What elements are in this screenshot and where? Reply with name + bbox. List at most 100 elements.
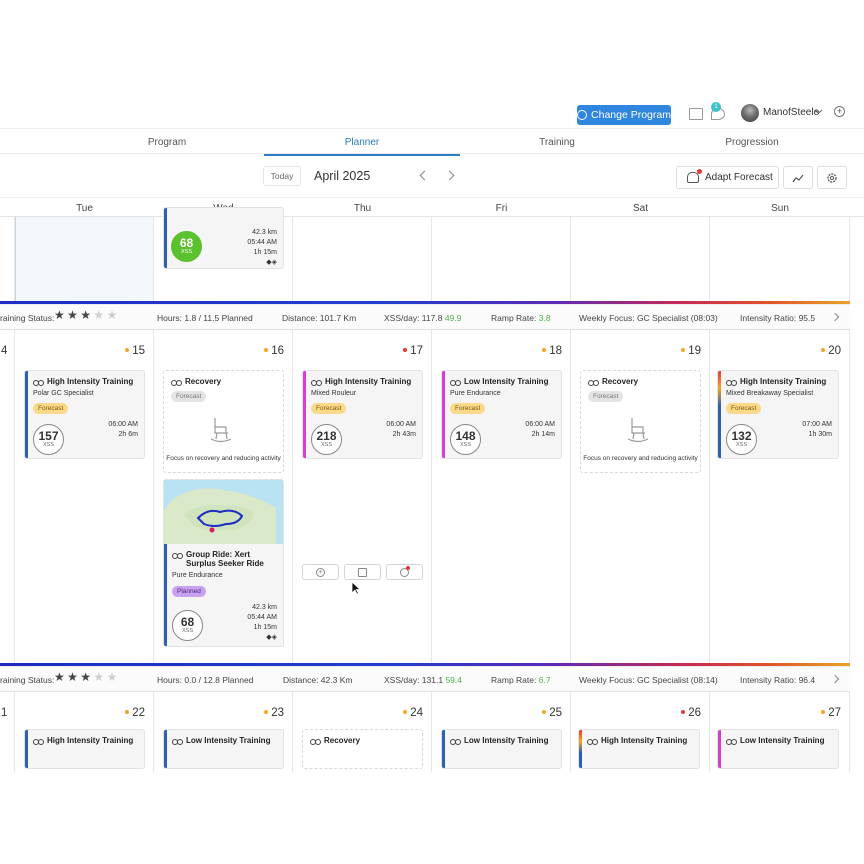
chevron-right-icon[interactable]: [444, 170, 455, 181]
week-status-bar[interactable]: raining Status: ★ ★ ★ ★ ★ Hours: 1.8 / 1…: [0, 304, 850, 330]
recovery-title: Recovery: [171, 377, 221, 386]
day-cell-wed[interactable]: 23 Low Intensity Training: [154, 692, 293, 772]
forecast-badge: Forecast: [33, 403, 69, 414]
day-cell-fri[interactable]: [432, 217, 571, 301]
tab-planner[interactable]: Planner: [264, 129, 460, 156]
workout-card[interactable]: High Intensity Training: [24, 729, 145, 769]
day-cell-thu[interactable]: 17 High Intensity Training Mixed Rouleur…: [293, 330, 432, 663]
xss-badge: 148 XSS: [450, 424, 481, 455]
day-cell-sat[interactable]: [571, 217, 710, 301]
workout-title: High Intensity Training: [33, 736, 133, 745]
workout-duration: 1h 30m: [808, 431, 832, 438]
workout-meta: 42.3 km 05:44 AM 1h 15m ◆◈: [247, 603, 277, 643]
adapt-forecast-button[interactable]: Adapt Forecast: [676, 166, 779, 189]
day-cell-tue[interactable]: [15, 217, 154, 301]
workout-subtitle: Mixed Breakaway Specialist: [726, 390, 814, 397]
add-workout-button[interactable]: +: [302, 564, 339, 580]
workout-card[interactable]: Low Intensity Training: [163, 729, 284, 769]
day-cell-fri[interactable]: 18 Low Intensity Training Pure Endurance…: [432, 330, 571, 663]
day-cell-tue[interactable]: 22 High Intensity Training: [15, 692, 154, 772]
day-cell-fri[interactable]: 25 Low Intensity Training: [432, 692, 571, 772]
day-cell-sat[interactable]: 19 Recovery Forecast Focus on recovery a…: [571, 330, 710, 663]
day-cell-tue[interactable]: 15 High Intensity Training Polar GC Spec…: [15, 330, 154, 663]
workout-subtitle: Mixed Rouleur: [311, 390, 357, 397]
day-cell-mon[interactable]: 1: [0, 692, 15, 772]
top-bar: Change Program 1 ManofSteele +: [0, 96, 864, 128]
workout-card[interactable]: High Intensity Training Mixed Rouleur Fo…: [302, 370, 423, 459]
day-cell-sat[interactable]: 26 High Intensity Training: [571, 692, 710, 772]
bike-icon: [33, 737, 44, 745]
weekly-focus: Weekly Focus: GC Specialist (08:14): [579, 675, 718, 685]
day-cell-sun[interactable]: 20 High Intensity Training Mixed Breakaw…: [710, 330, 850, 663]
day-cell-thu[interactable]: 24 Recovery: [293, 692, 432, 772]
day-number-value: 17: [410, 345, 423, 357]
day-cell-mon[interactable]: 4: [0, 330, 15, 663]
day-number: 25: [542, 707, 562, 719]
program-icon: [577, 110, 588, 120]
tab-training[interactable]: Training: [539, 136, 575, 148]
xss-badge: 68 XSS: [172, 610, 203, 641]
day-number: 20: [821, 345, 841, 357]
line-chart-icon: [792, 174, 804, 182]
add-activity-button[interactable]: [386, 564, 423, 580]
day-number: 22: [125, 707, 145, 719]
day-cell-wed[interactable]: 68 XSS 42.3 km 05:44 AM 1h 15m ◆◈: [154, 207, 293, 301]
recovery-title-text: Recovery: [602, 377, 639, 386]
xss-badge: 157 XSS: [33, 424, 64, 455]
mouse-cursor-icon: [351, 581, 361, 595]
training-status-label: raining Status:: [0, 675, 55, 685]
route-icon: ◆◈: [266, 634, 277, 641]
workout-card[interactable]: High Intensity Training: [578, 729, 700, 769]
rocking-chair-icon: [210, 418, 232, 443]
bike-icon: [450, 378, 461, 386]
xss-value: 148: [455, 429, 476, 443]
chevron-right-icon[interactable]: [830, 312, 840, 322]
recovery-card[interactable]: Recovery: [302, 729, 423, 769]
xss-label: XSS: [180, 249, 192, 255]
workout-card[interactable]: Low Intensity Training Pure Endurance Fo…: [441, 370, 562, 459]
tab-progression[interactable]: Progression: [725, 136, 779, 148]
chevron-right-icon[interactable]: [830, 674, 840, 684]
workout-card[interactable]: High Intensity Training Polar GC Special…: [24, 370, 145, 459]
change-program-button[interactable]: Change Program: [577, 105, 671, 125]
workout-card[interactable]: High Intensity Training Mixed Breakaway …: [717, 370, 839, 459]
workout-card[interactable]: Low Intensity Training: [441, 729, 562, 769]
day-cell-wed[interactable]: 16 Recovery Forecast Focus on recovery a…: [154, 330, 293, 663]
bike-icon: [726, 378, 737, 386]
day-cell-sun[interactable]: [710, 217, 850, 301]
avatar[interactable]: [741, 104, 759, 122]
add-event-button[interactable]: [344, 564, 381, 580]
group-ride-card[interactable]: Group Ride: Xert Surplus Seeker Ride Pur…: [163, 479, 284, 647]
tab-program[interactable]: Program: [147, 136, 187, 148]
document-icon[interactable]: [689, 108, 703, 120]
week-intensity-bar: [0, 663, 850, 666]
username[interactable]: ManofSteele: [763, 107, 820, 118]
chart-button[interactable]: [783, 166, 813, 189]
notification-badge: 1: [711, 102, 721, 112]
workout-distance: 42.3 km: [252, 229, 277, 236]
recovery-card[interactable]: Recovery Forecast Focus on recovery and …: [580, 370, 701, 473]
day-cell-thu[interactable]: [293, 217, 432, 301]
workout-card[interactable]: 68 XSS 42.3 km 05:44 AM 1h 15m ◆◈: [163, 207, 284, 269]
today-button[interactable]: Today: [263, 166, 301, 186]
workout-duration: 1h 15m: [253, 624, 277, 631]
card-stripe: [303, 371, 306, 458]
week-status-bar[interactable]: raining Status: ★ ★ ★ ★ ★ Hours: 0.0 / 1…: [0, 666, 850, 692]
recovery-card[interactable]: Recovery Forecast Focus on recovery and …: [163, 370, 284, 473]
card-stripe: [164, 730, 167, 768]
day-cell-sun[interactable]: 27 Low Intensity Training: [710, 692, 850, 772]
day-number-value: 20: [828, 345, 841, 357]
rocking-chair-icon: [627, 418, 649, 443]
workout-meta: 06:00 AM 2h 14m: [525, 420, 555, 440]
workout-card[interactable]: Low Intensity Training: [717, 729, 839, 769]
day-number: 24: [403, 707, 423, 719]
plus-circle-icon[interactable]: +: [834, 106, 845, 117]
ramp-rate-value: 3.8: [538, 313, 551, 323]
status-dot: [125, 347, 130, 352]
week-row-1: 68 XSS 42.3 km 05:44 AM 1h 15m ◆◈: [0, 207, 850, 301]
workout-title-text: Low Intensity Training: [740, 736, 825, 745]
forecast-badge: Forecast: [171, 391, 207, 402]
chevron-left-icon[interactable]: [419, 170, 430, 181]
status-dot: [542, 347, 547, 352]
settings-button[interactable]: [817, 166, 847, 189]
